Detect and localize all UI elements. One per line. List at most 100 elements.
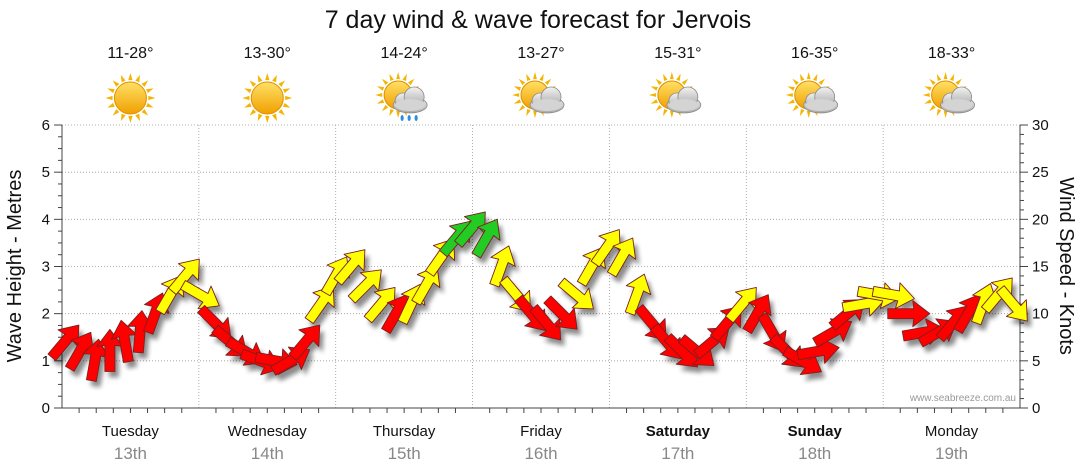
sun-ray — [518, 104, 526, 112]
sun-ray — [389, 73, 394, 82]
wind-arrow — [333, 249, 366, 286]
sun-ray — [249, 80, 257, 87]
sun-ray — [650, 86, 658, 91]
left-tick-label: 1 — [42, 353, 50, 370]
wind-arrow — [887, 300, 931, 328]
wind-arrow — [439, 220, 471, 258]
sun-ray — [285, 95, 293, 101]
right-tick-label: 25 — [1032, 164, 1049, 181]
sun-ray — [402, 73, 407, 82]
sun-ray — [655, 78, 662, 86]
sun-ray — [806, 110, 811, 118]
wind-arrow — [812, 318, 853, 348]
sun-ray — [105, 95, 113, 101]
sun-ray — [135, 74, 140, 83]
day-name-label: Tuesday — [102, 423, 159, 440]
partly-cloudy-icon — [785, 72, 839, 118]
left-axis-title: Wave Height - Metres — [4, 170, 26, 363]
day-name-label: Thursday — [373, 423, 436, 440]
wind-arrow — [471, 218, 501, 259]
sun-ray — [282, 102, 291, 108]
left-tick-label: 4 — [42, 211, 50, 228]
sun-ray — [813, 73, 818, 82]
sun-ray — [128, 73, 133, 81]
sun-ray — [792, 104, 799, 112]
sun-ray — [148, 95, 156, 101]
sun-ray — [526, 73, 531, 82]
wind-arrow — [742, 294, 772, 334]
sun-ray — [818, 78, 825, 86]
sun-ray — [249, 109, 257, 116]
wind-arrow — [179, 280, 220, 310]
sun-ray — [265, 73, 270, 81]
cloud-fill — [532, 99, 562, 111]
partly-cloudy-icon — [648, 72, 702, 118]
sun-ray — [936, 108, 942, 117]
sun-ray — [655, 104, 662, 112]
wind-arrow — [871, 282, 915, 309]
wind-arrow — [529, 304, 562, 341]
sun-ray — [799, 108, 805, 117]
day-name-label: Monday — [925, 423, 979, 440]
day-date-label: 17th — [661, 444, 694, 463]
day-name-label: Wednesday — [228, 423, 307, 440]
chart-grid — [62, 124, 1020, 408]
sun-ray — [242, 95, 250, 101]
wind-arrow — [624, 273, 652, 316]
sun-ray — [792, 78, 799, 86]
x-axis-day-labels: Tuesday 13th Wednesday 14th Thursday 15th Frid… — [102, 423, 979, 463]
left-tick-label: 6 — [42, 117, 50, 134]
wind-arrow — [590, 229, 621, 268]
sun-ray — [949, 73, 955, 82]
sun-ray — [141, 80, 149, 87]
day-temperature: 18-33° — [928, 45, 975, 62]
sun-ray — [146, 102, 154, 108]
sun-ray — [650, 99, 658, 104]
sun-ray — [518, 78, 526, 86]
chart-axes: 0 1 2 3 4 5 6 0 5 10 15 20 25 30 — [42, 117, 1049, 417]
day-temperature: 16-35° — [791, 45, 838, 62]
rain-drop — [407, 115, 411, 121]
sun-ray — [408, 78, 415, 86]
sun-ray — [929, 104, 936, 112]
wind-arrow — [996, 285, 1028, 322]
sun-ray — [278, 80, 285, 87]
wind-arrow — [606, 237, 636, 278]
sun-ray — [396, 72, 401, 80]
day-date-label: 14th — [251, 444, 284, 463]
right-tick-label: 5 — [1032, 353, 1040, 370]
sun-ray — [806, 72, 811, 80]
day-date-label: 18th — [798, 444, 831, 463]
right-tick-label: 15 — [1032, 259, 1049, 276]
sun-ray — [141, 109, 149, 116]
sun-ray — [533, 110, 537, 118]
wind-arrow — [489, 245, 516, 288]
sun-ray — [146, 88, 154, 94]
sun-disc — [250, 81, 284, 115]
sun-ray — [265, 115, 270, 123]
sun-ray — [512, 93, 520, 97]
sun-ray — [669, 110, 674, 118]
wind-arrow — [304, 285, 335, 324]
left-tick-label: 5 — [42, 164, 50, 181]
sun-ray — [539, 73, 544, 82]
right-tick-label: 10 — [1032, 306, 1049, 323]
sun-ray — [544, 78, 552, 86]
sun-ray — [787, 99, 795, 104]
sun-ray — [112, 80, 120, 87]
sun-ray — [787, 86, 795, 91]
sunny-icon — [105, 73, 156, 123]
day-temperature: 14-24° — [380, 45, 427, 62]
right-tick-label: 20 — [1032, 211, 1049, 228]
wind-arrow — [168, 258, 200, 295]
sun-ray — [669, 72, 674, 80]
cloud-fill — [805, 99, 836, 111]
sun-ray — [376, 86, 385, 91]
sun-ray — [381, 78, 389, 86]
sun-ray — [244, 102, 252, 108]
cloud-fill — [395, 99, 426, 111]
wind-arrow — [288, 324, 321, 361]
sun-ray — [120, 74, 126, 83]
sunny-icon — [242, 73, 293, 123]
left-tick-label: 0 — [42, 400, 50, 417]
